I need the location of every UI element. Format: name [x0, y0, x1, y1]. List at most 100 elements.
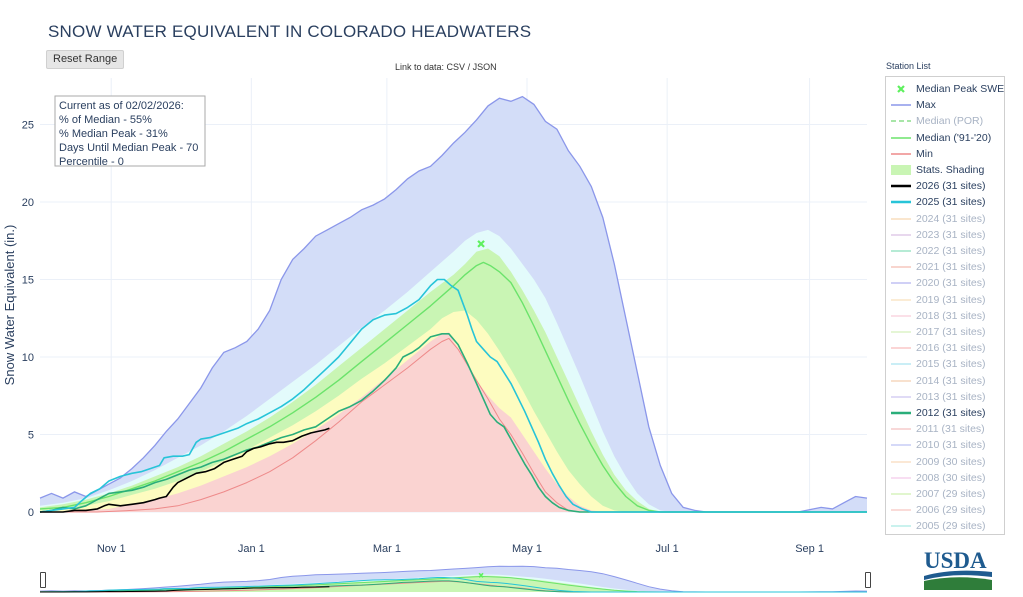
legend-item[interactable]: 2018 (31 sites) [886, 308, 1004, 324]
legend-item[interactable]: 2012 (31 sites) [886, 405, 1004, 421]
legend-swatch-icon [886, 389, 916, 405]
legend-label: 2010 (31 sites) [916, 439, 986, 452]
legend-item[interactable]: 2021 (31 sites) [886, 259, 1004, 275]
x-tick-label: Nov 1 [97, 543, 126, 555]
legend-item[interactable]: 2015 (31 sites) [886, 356, 1004, 372]
legend-swatch-icon [886, 146, 916, 162]
y-tick-label: 25 [22, 120, 34, 132]
legend-item[interactable]: 2025 (31 sites) [886, 194, 1004, 210]
range-navigator[interactable] [39, 565, 868, 593]
legend-item[interactable]: 2019 (31 sites) [886, 292, 1004, 308]
legend-item[interactable]: 2016 (31 sites) [886, 340, 1004, 356]
band-q10 [40, 332, 867, 512]
nav-max-line [39, 565, 868, 593]
series-line-0 [39, 261, 867, 513]
info-line: % Median Peak - 31% [59, 128, 168, 140]
legend-swatch-icon [886, 373, 916, 389]
legend-swatch-icon [886, 454, 916, 470]
data-links: Link to data: CSV / JSON [395, 62, 497, 72]
legend-item[interactable]: 2014 (31 sites) [886, 373, 1004, 389]
legend-item[interactable]: 2024 (31 sites) [886, 211, 1004, 227]
legend-item[interactable]: 2007 (29 sites) [886, 486, 1004, 502]
reset-range-button[interactable]: Reset Range [46, 50, 125, 69]
max-line [39, 95, 868, 513]
legend-swatch-icon [886, 437, 916, 453]
legend-item[interactable]: Median (POR) [886, 113, 1004, 129]
legend-label: 2024 (31 sites) [916, 212, 986, 225]
nav-series-line [39, 577, 867, 593]
legend-label: 2026 (31 sites) [916, 180, 986, 193]
usda-logo-text: USDA [924, 548, 987, 573]
x-tick-label: Sep 1 [795, 543, 824, 555]
range-handle-left[interactable] [40, 572, 46, 588]
median-peak-point [477, 240, 485, 248]
legend-swatch-icon [886, 518, 916, 534]
legend-label: 2020 (31 sites) [916, 277, 986, 290]
legend-swatch-icon [886, 227, 916, 243]
legend-item[interactable]: Min [886, 146, 1004, 162]
usda-logo: USDA [924, 548, 992, 590]
legend-swatch-icon [886, 292, 916, 308]
legend-label: 2011 (31 sites) [916, 423, 985, 436]
legend-swatch-icon [886, 421, 916, 437]
legend-item[interactable]: 2006 (29 sites) [886, 502, 1004, 518]
legend-item[interactable]: 2008 (30 sites) [886, 470, 1004, 486]
legend-label: 2018 (31 sites) [916, 309, 986, 322]
legend-label: 2009 (30 sites) [916, 455, 986, 468]
series-line-2 [39, 333, 867, 513]
legend-item[interactable]: 2005 (29 sites) [886, 518, 1004, 534]
info-line: Current as of 02/02/2026: [59, 100, 184, 112]
legend-title: Station List [886, 61, 931, 71]
y-axis-label: Snow Water Equivalent (in.) [2, 225, 17, 386]
legend-swatch-icon [886, 178, 916, 194]
legend-swatch-icon [886, 340, 916, 356]
legend-label: Median (POR) [916, 115, 984, 128]
csv-link[interactable]: CSV [446, 62, 466, 72]
chart-title: SNOW WATER EQUIVALENT IN COLORADO HEADWA… [48, 22, 532, 41]
series-line-1 [40, 337, 867, 513]
y-tick-label: 20 [22, 197, 34, 209]
legend-item[interactable]: 2017 (31 sites) [886, 324, 1004, 340]
x-tick-label: Mar 1 [373, 543, 401, 555]
legend-item[interactable]: 2020 (31 sites) [886, 275, 1004, 291]
legend-label: 2007 (29 sites) [916, 488, 986, 500]
legend-item[interactable]: 2026 (31 sites) [886, 178, 1004, 194]
legend-swatch-icon [886, 113, 916, 129]
y-tick-label: 5 [28, 430, 34, 442]
legend-item[interactable]: Median Peak SWE [886, 81, 1004, 97]
legend-label: Median Peak SWE [916, 83, 1005, 95]
legend-item[interactable]: 2011 (31 sites) [886, 421, 1004, 437]
legend-item[interactable]: 2023 (31 sites) [886, 227, 1004, 243]
legend-item[interactable]: 2013 (31 sites) [886, 389, 1004, 405]
legend-item[interactable]: 2022 (31 sites) [886, 243, 1004, 259]
legend-label: 2021 (31 sites) [916, 261, 986, 274]
legend-label: 2013 (31 sites) [916, 390, 986, 403]
series-lines [39, 261, 867, 513]
legend-label: 2005 (29 sites) [916, 520, 986, 533]
legend-swatch-icon [886, 308, 916, 324]
legend-label: Median ('91-'20) [916, 131, 992, 144]
y-tick-label: 0 [28, 507, 34, 519]
y-axis: 0 5 10 15 20 25 [22, 120, 34, 520]
legend-item[interactable]: Median ('91-'20) [886, 130, 1004, 146]
nav-median-peak [478, 572, 484, 578]
legend-item[interactable]: Stats. Shading [886, 162, 1004, 178]
legend-item[interactable]: 2009 (30 sites) [886, 454, 1004, 470]
series-line-3 [39, 278, 867, 513]
legend-swatch-icon [886, 502, 916, 518]
legend-swatch-icon [886, 211, 916, 227]
legend-item[interactable]: 2010 (31 sites) [886, 437, 1004, 453]
legend-item[interactable]: Max [886, 97, 1004, 113]
x-tick-label: Jan 1 [238, 543, 265, 555]
legend-swatch-icon [886, 162, 916, 178]
x-marker-icon [886, 81, 916, 97]
info-box-frame [54, 95, 206, 167]
legend-swatch-icon [886, 405, 916, 421]
y-tick-label: 15 [22, 275, 34, 287]
legend-swatch-icon [886, 97, 916, 113]
nav-series-line [40, 586, 330, 593]
x-tick-label: Jul 1 [656, 543, 679, 555]
range-handle-right[interactable] [865, 572, 871, 588]
json-link[interactable]: JSON [472, 62, 497, 72]
